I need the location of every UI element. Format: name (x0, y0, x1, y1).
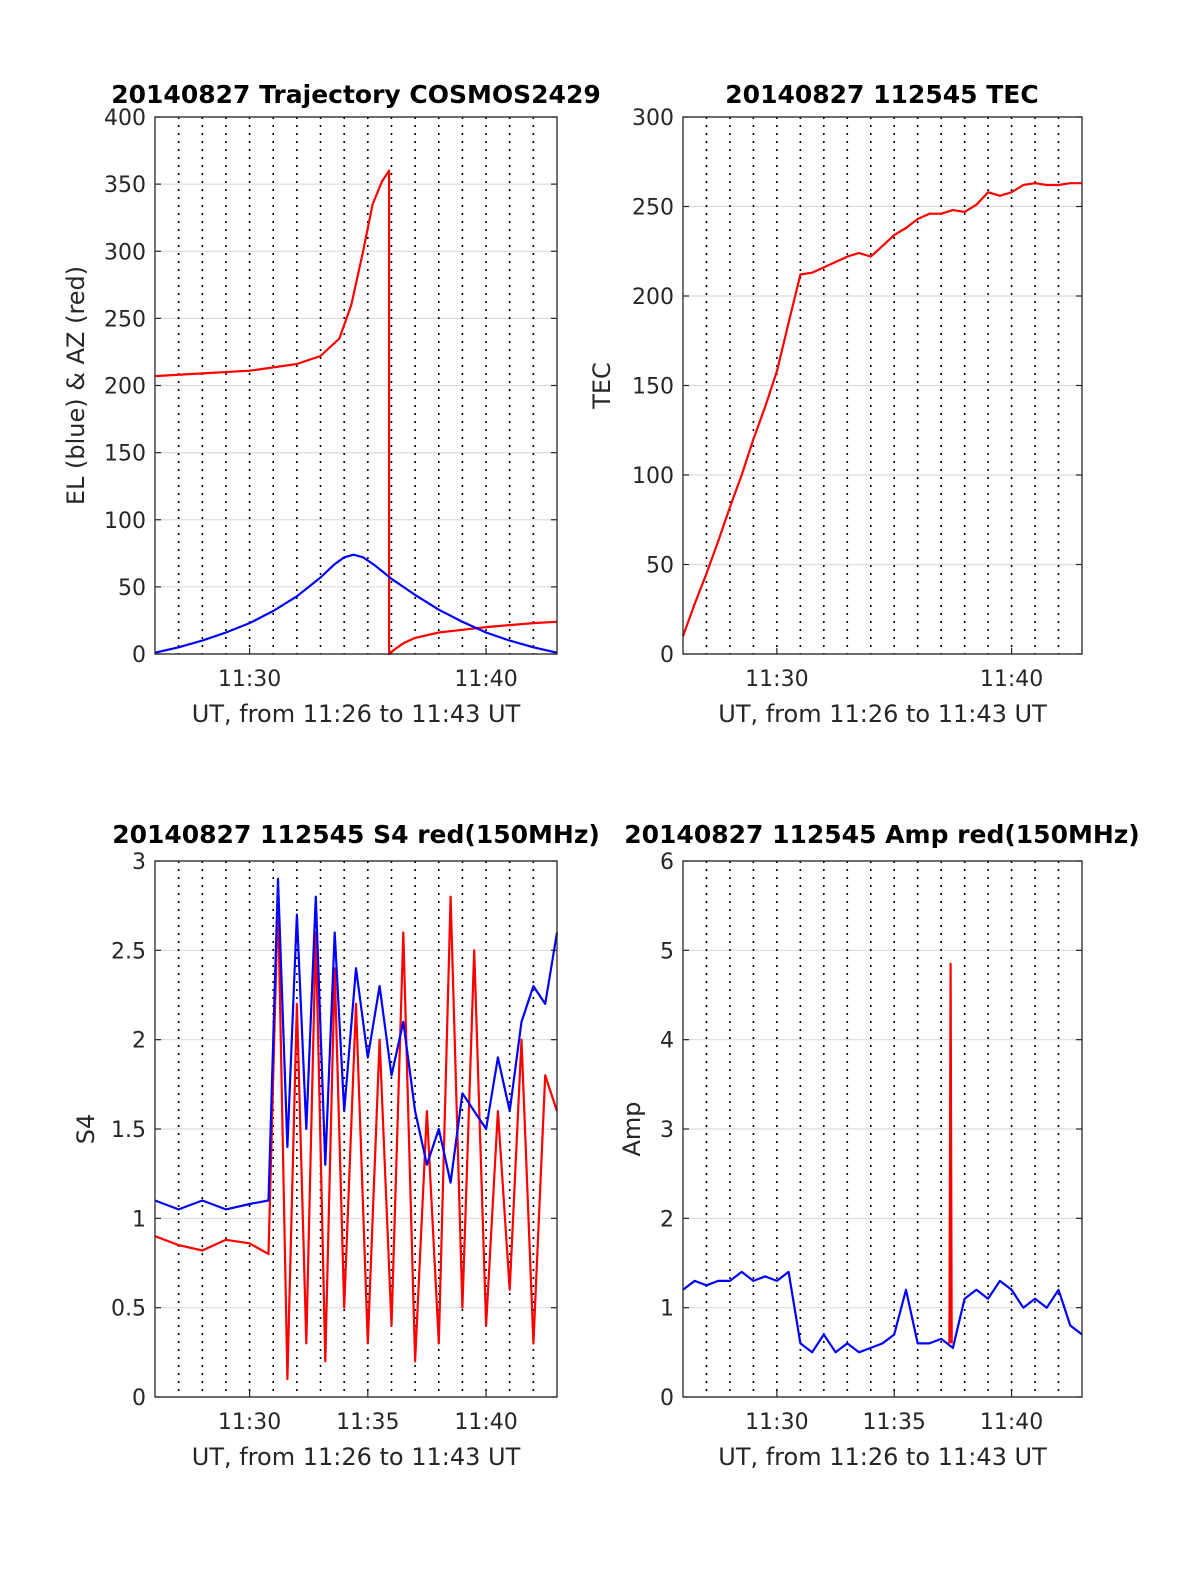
y-tick-label: 0 (660, 643, 674, 668)
y-tick-label: 200 (104, 375, 146, 400)
y-tick-label: 0 (660, 1386, 674, 1411)
x-tick-label: 11:40 (980, 667, 1043, 692)
x-tick-label: 11:35 (863, 1410, 926, 1435)
x-tick-label: 11:30 (745, 1410, 808, 1435)
y-tick-label: 3 (660, 1118, 674, 1143)
y-tick-label: 0 (132, 1386, 146, 1411)
y-tick-label: 50 (118, 576, 146, 601)
tec-chart: 0 50 100 150 200 250 300 11:30 11:40 UT, from 11:… (588, 80, 1083, 728)
y-tick-label: 250 (632, 196, 674, 221)
x-tick-label: 11:40 (980, 1410, 1043, 1435)
x-tick-label: 11:30 (745, 667, 808, 692)
y-tick-label: 200 (632, 285, 674, 310)
amp-x-axis-label: UT, from 11:26 to 11:43 UT (718, 1443, 1047, 1471)
trajectory-series-1-line (154, 553, 558, 654)
amp-chart: 0 1 2 3 4 5 6 11:30 11:35 11:40 UT, from 11:26 to … (618, 820, 1140, 1471)
y-tick-label: 1 (660, 1297, 674, 1322)
tec-chart-title: 20140827 112545 TEC (725, 80, 1038, 109)
s4-series-1-line (154, 877, 559, 1211)
y-tick-label: 50 (646, 554, 674, 579)
s4-y-axis-label: S4 (72, 1114, 100, 1145)
y-tick-label: 100 (104, 509, 146, 534)
y-tick-label: 4 (660, 1029, 674, 1054)
y-tick-label: 0 (132, 643, 146, 668)
y-tick-label: 100 (632, 464, 674, 489)
y-tick-label: 150 (632, 375, 674, 400)
trajectory-chart: 0 50 100 150 200 250 300 350 400 11:30 11:40 UT, fr… (62, 80, 601, 728)
y-tick-label: 2.5 (111, 939, 146, 964)
trajectory-chart-title: 20140827 Trajectory COSMOS2429 (111, 80, 601, 109)
y-tick-label: 2 (132, 1029, 146, 1054)
tec-series-0-line (681, 182, 1082, 637)
y-tick-label: 2 (660, 1207, 674, 1232)
s4-chart: 0 0.5 1 1.5 2 2.5 3 11:30 11:35 11:40 UT, from 11:… (72, 820, 600, 1471)
y-tick-label: 1 (132, 1207, 146, 1232)
x-tick-label: 11:40 (454, 667, 517, 692)
y-tick-label: 300 (104, 240, 146, 265)
trajectory-y-axis-label: EL (blue) & AZ (red) (62, 266, 90, 505)
trajectory-series-0-line (154, 169, 558, 656)
x-tick-label: 11:30 (218, 667, 281, 692)
amp-chart-title: 20140827 112545 Amp red(150MHz) (624, 820, 1140, 849)
y-tick-label: 1.5 (111, 1118, 146, 1143)
x-tick-label: 11:40 (454, 1410, 517, 1435)
y-tick-label: 300 (632, 106, 674, 131)
tec-y-axis-label: TEC (588, 362, 616, 410)
y-tick-label: 3 (132, 850, 146, 875)
y-tick-label: 5 (660, 939, 674, 964)
y-tick-label: 150 (104, 442, 146, 467)
x-tick-label: 11:35 (336, 1410, 399, 1435)
trajectory-x-axis-label: UT, from 11:26 to 11:43 UT (192, 700, 521, 728)
amp-series-0-line (948, 962, 953, 1344)
s4-series-0-line (154, 895, 559, 1381)
y-tick-label: 0.5 (111, 1297, 146, 1322)
amp-y-axis-label: Amp (618, 1101, 646, 1156)
y-tick-label: 350 (104, 173, 146, 198)
tec-x-axis-label: UT, from 11:26 to 11:43 UT (718, 700, 1047, 728)
x-tick-label: 11:30 (218, 1410, 281, 1435)
s4-chart-title: 20140827 112545 S4 red(150MHz) (112, 820, 600, 849)
y-tick-label: 250 (104, 307, 146, 332)
y-tick-label: 6 (660, 850, 674, 875)
amp-series-1-line (682, 1270, 1083, 1354)
y-tick-label: 400 (104, 106, 146, 131)
s4-x-axis-label: UT, from 11:26 to 11:43 UT (192, 1443, 521, 1471)
